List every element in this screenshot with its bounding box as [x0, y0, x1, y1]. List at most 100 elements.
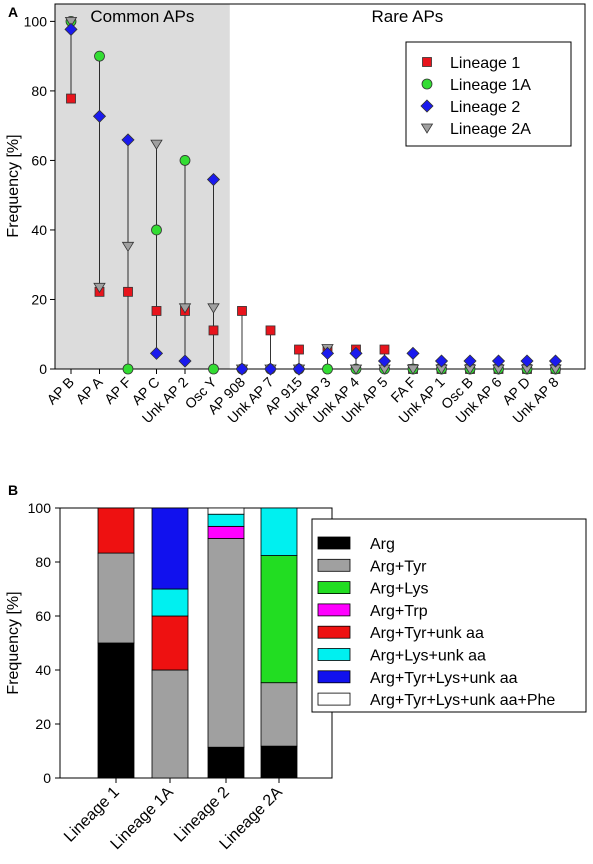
point-lineage-1a-osc-y — [208, 363, 219, 375]
legend-label-arg-tyr-lys-unk-aa-phe: Arg+Tyr+Lys+unk aa+Phe — [370, 692, 555, 709]
point-lineage-2-ap-908 — [235, 362, 249, 376]
panel-b-label: B — [8, 482, 18, 498]
panel-b-y-tick-label: 60 — [35, 608, 51, 624]
point-lineage-1a-unk-ap-2 — [179, 155, 191, 166]
bar-lineage-1a-arg-tyr-unk-aa — [151, 615, 189, 671]
panel-b-bars — [97, 507, 298, 779]
point-lineage-2a-osc-y — [207, 303, 220, 314]
bar-lineage-2a-arg-lys-unk-aa — [260, 507, 298, 556]
point-lineage-1a-unk-ap-3 — [322, 363, 333, 375]
x-tick-label-ap-f: AP F — [101, 374, 134, 407]
panel-b-y-tick-label: 0 — [43, 770, 51, 786]
bar-lineage-2-arg-tyr — [207, 538, 245, 748]
point-lineage-1-osc-y — [208, 325, 219, 336]
legend-marker-lineage-2a — [420, 123, 434, 134]
legend-swatch-arg-lys — [317, 581, 351, 594]
common-aps-shaded-region — [55, 4, 230, 369]
panel-a-y-tick-label: 40 — [31, 222, 47, 238]
point-lineage-1-ap-915 — [294, 344, 304, 355]
point-lineage-2-unk-ap-4 — [349, 346, 363, 360]
legend-marker-lineage-2 — [420, 99, 434, 113]
point-lineage-2-ap-b — [64, 22, 78, 36]
panel-a-y-tick-label: 60 — [31, 152, 47, 168]
point-lineage-2-unk-ap-7 — [263, 362, 278, 376]
point-lineage-2-unk-ap-8 — [548, 354, 563, 368]
panel-a-y-axis-label: Frequency [%] — [5, 134, 22, 237]
panel-b-y-tick-label: 20 — [35, 716, 51, 732]
legend-swatch-arg-tyr-lys-unk-aa-phe — [317, 692, 351, 706]
point-lineage-2-unk-ap-1 — [434, 354, 449, 368]
point-lineage-2a-ap-c — [150, 139, 163, 150]
point-lineage-2-unk-ap-5 — [377, 354, 392, 368]
panel-a-y-tick-label: 80 — [31, 83, 47, 99]
point-lineage-2-ap-c — [149, 346, 164, 360]
panel-b-legend-box — [311, 518, 587, 713]
region-label-common: Common APs — [90, 7, 194, 26]
point-lineage-2-ap-d — [520, 354, 534, 368]
point-lineage-2-unk-ap-6 — [491, 354, 506, 368]
point-lineage-2-osc-y — [206, 172, 221, 187]
legend-label-lineage-2: Lineage 2 — [450, 99, 520, 116]
panel-a-legend: Lineage 1 Lineage 1A Lineage 2 Lineage 2A — [405, 41, 572, 147]
bar-lineage-1-arg — [97, 642, 135, 779]
bar-lineage-1a-arg-tyr-lys-unk-aa — [151, 507, 189, 590]
panel-a-label: A — [8, 4, 18, 20]
legend-label-lineage-2a: Lineage 2A — [450, 121, 531, 138]
point-lineage-2a-ap-b — [64, 16, 78, 28]
point-lineage-1-ap-b — [66, 93, 76, 104]
legend-label-arg-trp: Arg+Trp — [370, 603, 428, 620]
point-lineage-1a-ap-f — [122, 363, 134, 375]
legend-label-arg-tyr-lys-unk-aa: Arg+Tyr+Lys+unk aa — [370, 670, 518, 687]
region-label-rare: Rare APs — [371, 7, 443, 26]
panel-a-y-tick-label: 100 — [24, 13, 48, 29]
legend-swatch-arg-trp — [317, 603, 351, 617]
point-lineage-2a-ap-a — [93, 282, 106, 294]
point-lineage-2-ap-a — [92, 109, 107, 123]
point-lineage-2-fa-f — [406, 346, 420, 360]
point-lineage-2a-unk-ap-2 — [178, 303, 192, 314]
point-lineage-2-unk-ap-3 — [320, 346, 335, 360]
point-lineage-2a-fa-f — [406, 364, 420, 375]
legend-swatch-arg — [317, 536, 351, 550]
legend-label-lineage-1: Lineage 1 — [450, 55, 520, 72]
point-lineage-1-unk-ap-7 — [265, 325, 276, 336]
bar-lineage-2a-arg-tyr — [260, 682, 298, 747]
panel-a-y-axis: 0 20 40 60 80 100 — [24, 13, 55, 377]
panel-b-y-axis-label: Frequency [%] — [5, 591, 22, 694]
point-lineage-2a-unk-ap-4 — [349, 364, 363, 375]
point-lineage-1-ap-908 — [237, 306, 247, 316]
legend-label-arg-tyr-unk-aa: Arg+Tyr+unk aa — [370, 625, 484, 642]
point-lineage-1-ap-c — [151, 306, 162, 316]
point-lineage-2-ap-f — [121, 133, 135, 147]
panel-b-y-tick-label: 100 — [28, 500, 52, 516]
point-lineage-2a-ap-f — [121, 241, 135, 253]
panel-b: B Frequency [%] 0 20 40 60 80 100 Lineage 1Li… — [5, 482, 587, 853]
panel-b-y-axis: 0 20 40 60 80 100 — [28, 500, 60, 786]
legend-label-arg-tyr: Arg+Tyr — [370, 558, 427, 575]
legend-label-arg-lys-unk-aa: Arg+Lys+unk aa — [370, 648, 486, 665]
panel-a-legend-box — [405, 41, 572, 147]
bar-lineage-2-arg — [207, 746, 245, 779]
point-lineage-2-osc-b — [463, 354, 477, 368]
legend-swatch-arg-tyr-lys-unk-aa — [317, 670, 351, 684]
bar-lineage-1-arg-tyr — [97, 552, 135, 644]
legend-label-arg-lys: Arg+Lys — [370, 581, 429, 598]
panel-a-plot-frame — [54, 3, 586, 370]
x-tick-label-ap-b: AP B — [43, 374, 77, 408]
x-tick-label-ap-a: AP A — [72, 373, 106, 407]
panel-a-points — [64, 15, 563, 376]
legend-swatch-arg-tyr-unk-aa — [317, 625, 351, 639]
panel-a-y-tick-label: 0 — [39, 361, 47, 377]
panel-a-y-tick-label: 20 — [31, 291, 47, 307]
panel-b-legend: Arg Arg+Tyr Arg+Lys Arg+Trp Arg+Tyr+unk aa Ar… — [311, 518, 587, 713]
legend-swatch-arg-tyr — [317, 558, 351, 572]
legend-label-arg: Arg — [370, 536, 395, 553]
bar-lineage-2a-arg-lys — [260, 555, 298, 684]
bar-lineage-2-arg-trp — [207, 525, 245, 539]
point-lineage-1-unk-ap-5 — [379, 344, 390, 355]
point-lineage-1a-ap-a — [94, 50, 105, 62]
legend-marker-lineage-1 — [422, 57, 432, 67]
